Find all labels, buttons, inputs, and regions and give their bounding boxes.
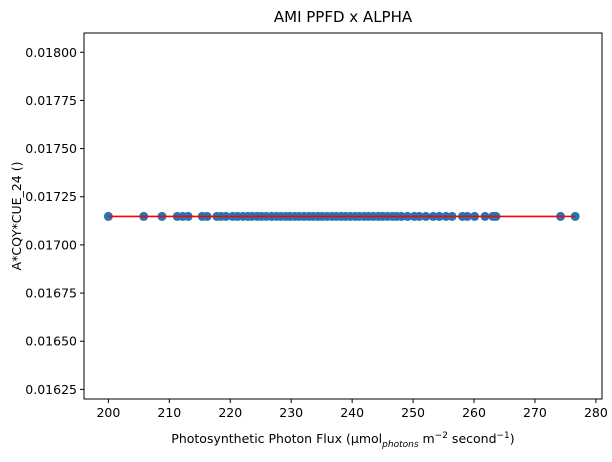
x-tick-label: 230 — [279, 405, 303, 420]
x-axis-title-main: Photosynthetic Photon Flux (μmol — [171, 431, 382, 446]
x-axis-title-subscript: photons — [381, 440, 419, 450]
y-tick-label: 0.01750 — [25, 141, 77, 156]
x-tick-label: 220 — [218, 405, 242, 420]
x-tick-label: 240 — [340, 405, 364, 420]
x-tick-label: 210 — [157, 405, 181, 420]
y-tick-label: 0.01775 — [25, 93, 77, 108]
chart-title: AMI PPFD x ALPHA — [274, 8, 413, 26]
x-axis-title-close: ) — [510, 431, 515, 446]
y-axis-title: A*CQY*CUE_24 () — [9, 162, 24, 271]
y-tick-label: 0.01625 — [25, 382, 77, 397]
x-axis-title-m-exponent: −2 — [435, 431, 448, 441]
y-axis: 0.01625 0.01650 0.01675 0.01700 0.01725 0.017… — [25, 45, 84, 397]
x-axis: 200 210 220 230 240 250 260 270 280 — [96, 399, 608, 420]
y-tick-label: 0.01800 — [25, 45, 77, 60]
x-tick-label: 250 — [401, 405, 425, 420]
y-tick-label: 0.01675 — [25, 286, 77, 301]
x-tick-label: 260 — [462, 405, 486, 420]
y-tick-label: 0.01700 — [25, 237, 77, 252]
y-tick-label: 0.01650 — [25, 334, 77, 349]
plot-area — [103, 211, 580, 221]
x-axis-title-m-unit: m — [419, 431, 435, 446]
x-tick-label: 270 — [523, 405, 547, 420]
x-axis-title: Photosynthetic Photon Flux (μmolphotons … — [171, 431, 514, 450]
x-axis-title-second-exponent: −1 — [497, 431, 510, 441]
x-axis-title-second-unit: second — [448, 431, 497, 446]
y-tick-label: 0.01725 — [25, 189, 77, 204]
x-tick-label: 280 — [584, 405, 608, 420]
axes-frame — [83, 32, 603, 400]
x-tick-label: 200 — [96, 405, 120, 420]
